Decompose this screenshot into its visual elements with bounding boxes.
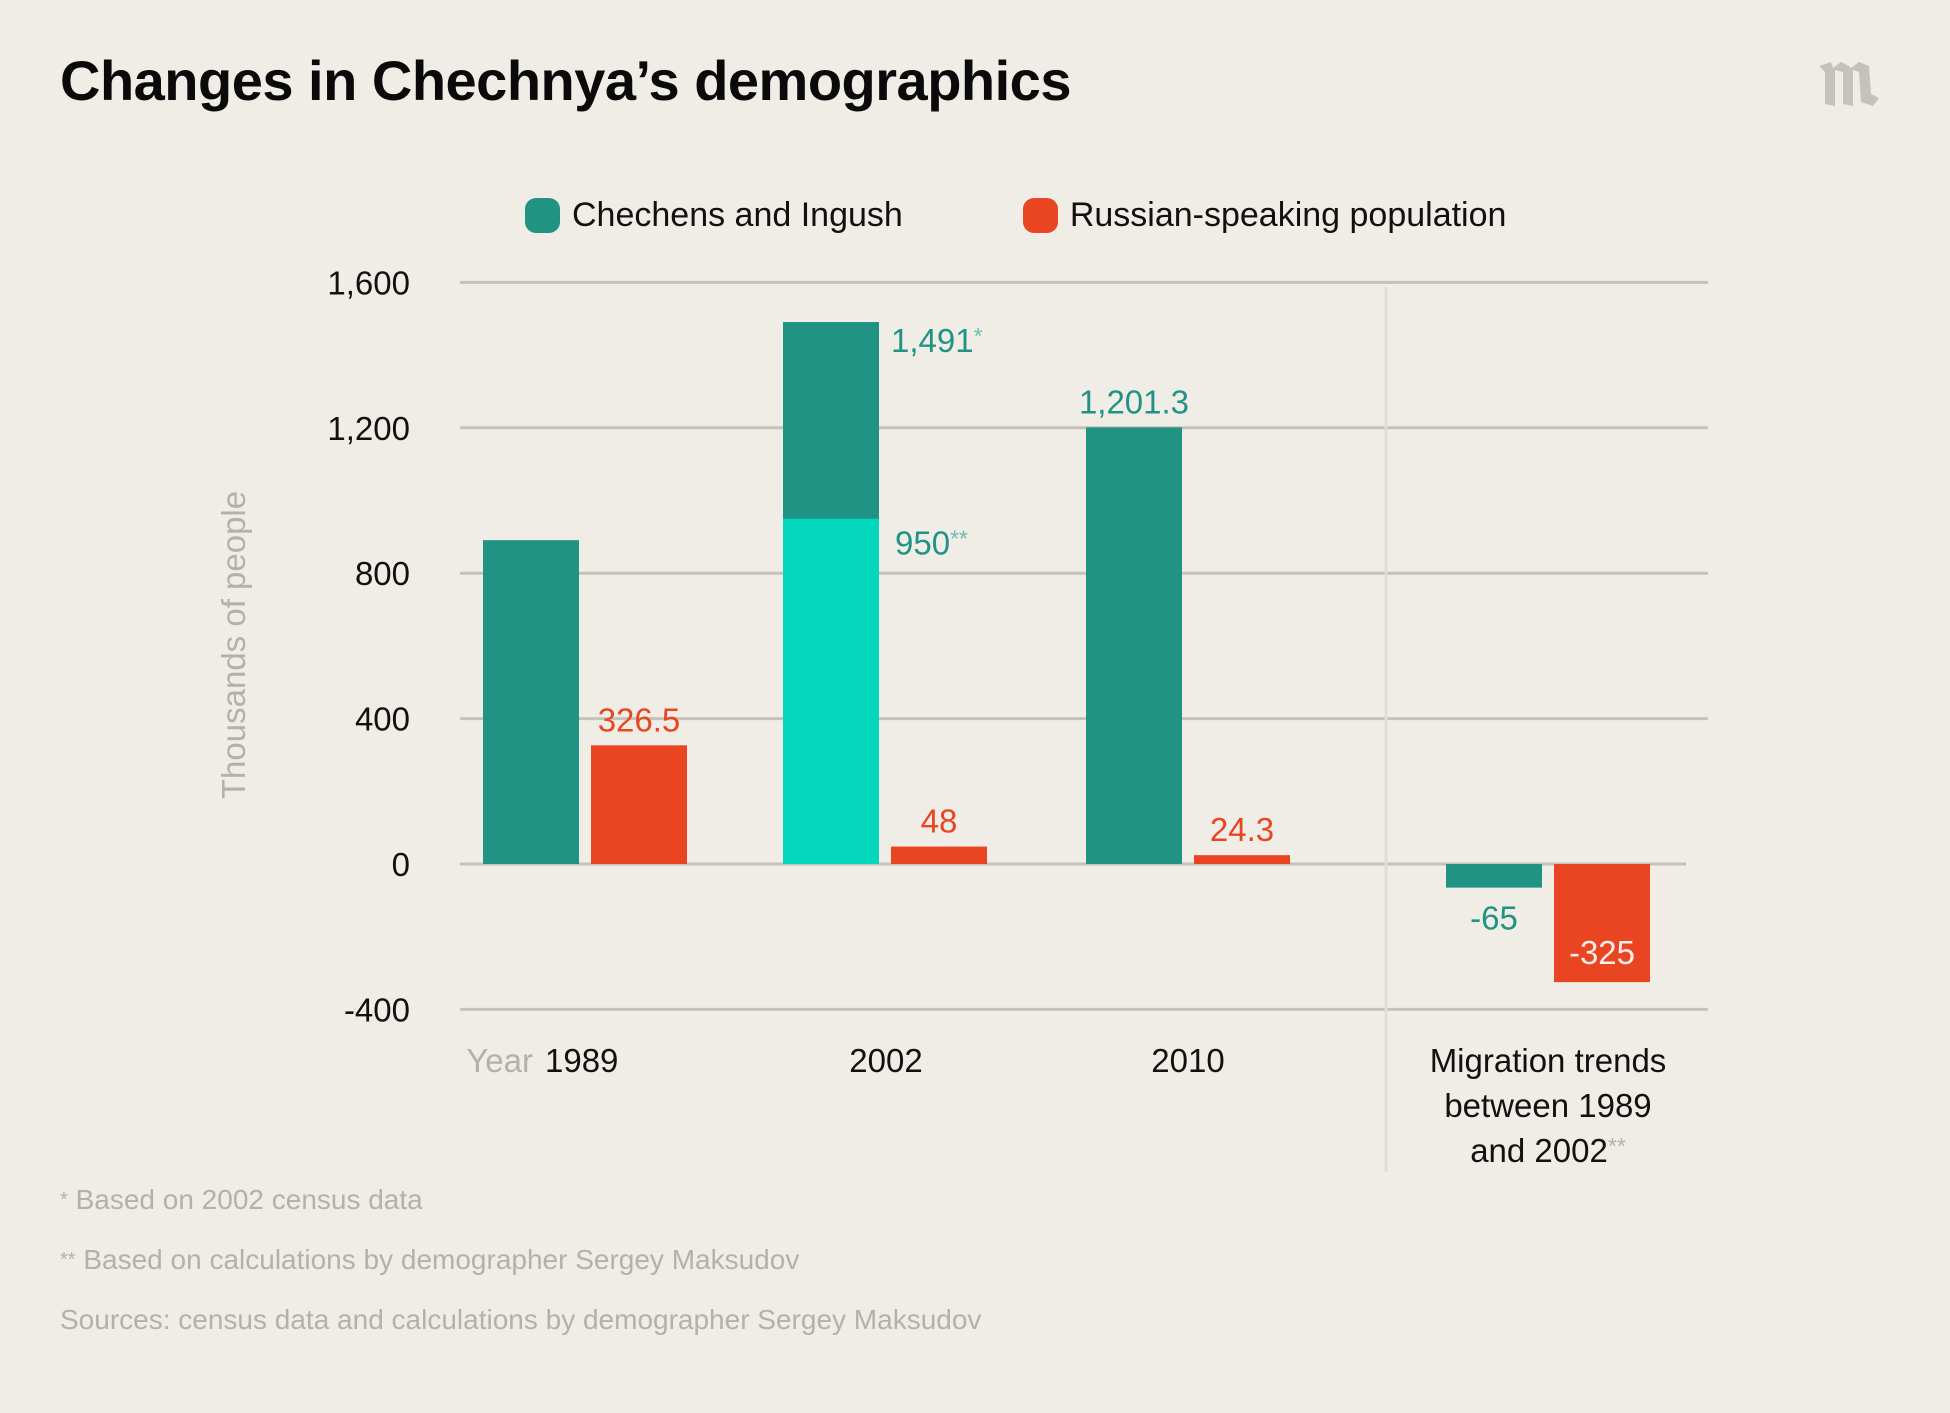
bar-russian bbox=[891, 846, 987, 864]
footnote-census: * Based on 2002 census data bbox=[60, 1186, 981, 1214]
meduza-logo-icon bbox=[1819, 62, 1879, 106]
y-tick-label: 800 bbox=[355, 555, 410, 592]
footnotes: * Based on 2002 census data ** Based on … bbox=[60, 1186, 981, 1366]
data-label: 326.5 bbox=[598, 701, 681, 738]
data-label: 1,201.3 bbox=[1079, 383, 1189, 420]
x-tick-label: and 2002** bbox=[1470, 1132, 1626, 1169]
x-tick-label: 2010 bbox=[1151, 1042, 1224, 1079]
legend-label-russian: Russian-speaking population bbox=[1069, 196, 1507, 234]
data-label: 48 bbox=[921, 803, 958, 840]
bar-russian bbox=[1554, 864, 1650, 983]
x-tick-label: 2002 bbox=[849, 1042, 922, 1079]
bar-chechens bbox=[483, 540, 579, 864]
sources-text: Sources: census data and calculations by… bbox=[60, 1304, 982, 1335]
legend: Chechens and Ingush Russian-speaking pop… bbox=[525, 196, 1626, 235]
x-tick-label: Migration trends bbox=[1430, 1042, 1667, 1079]
bar-chechens-segment bbox=[783, 518, 879, 864]
legend-swatch-chechens bbox=[525, 198, 560, 233]
x-tick-label: between 1989 bbox=[1444, 1087, 1651, 1124]
footnote-text: Based on 2002 census data bbox=[75, 1184, 423, 1215]
footnote-marker: ** bbox=[60, 1249, 76, 1271]
segment-label: 950** bbox=[895, 525, 968, 562]
data-label: -65 bbox=[1470, 900, 1518, 937]
bar-russian bbox=[1194, 855, 1290, 864]
data-label: -325 bbox=[1569, 934, 1635, 971]
y-tick-label: 0 bbox=[392, 846, 410, 883]
data-label: 24.3 bbox=[1210, 811, 1274, 848]
legend-swatch-russian bbox=[1022, 198, 1058, 233]
y-tick-label: -400 bbox=[344, 991, 410, 1028]
legend-item-russian: Russian-speaking population bbox=[1022, 196, 1507, 235]
y-tick-label: 1,200 bbox=[327, 410, 410, 447]
footnote-sources: Sources: census data and calculations by… bbox=[60, 1306, 981, 1334]
y-tick-label: 1,600 bbox=[327, 264, 410, 301]
x-tick-label: 1989 bbox=[545, 1042, 618, 1079]
footnote-text: Based on calculations by demographer Ser… bbox=[83, 1244, 800, 1275]
footnote-marker: * bbox=[60, 1189, 68, 1211]
chart-title: Changes in Chechnya’s demographics bbox=[60, 49, 1071, 112]
y-tick-label: 400 bbox=[355, 701, 410, 738]
x-axis-title: Year bbox=[466, 1042, 533, 1079]
bar-chechens bbox=[1446, 864, 1542, 888]
legend-label-chechens: Chechens and Ingush bbox=[572, 196, 903, 234]
y-axis-title: Thousands of people bbox=[215, 491, 252, 799]
legend-item-chechens: Chechens and Ingush bbox=[525, 196, 903, 235]
data-label: 1,491* bbox=[891, 322, 983, 359]
bar-chechens bbox=[1086, 427, 1182, 864]
footnote-maksudov: ** Based on calculations by demographer … bbox=[60, 1246, 981, 1274]
bar-russian bbox=[591, 745, 687, 864]
